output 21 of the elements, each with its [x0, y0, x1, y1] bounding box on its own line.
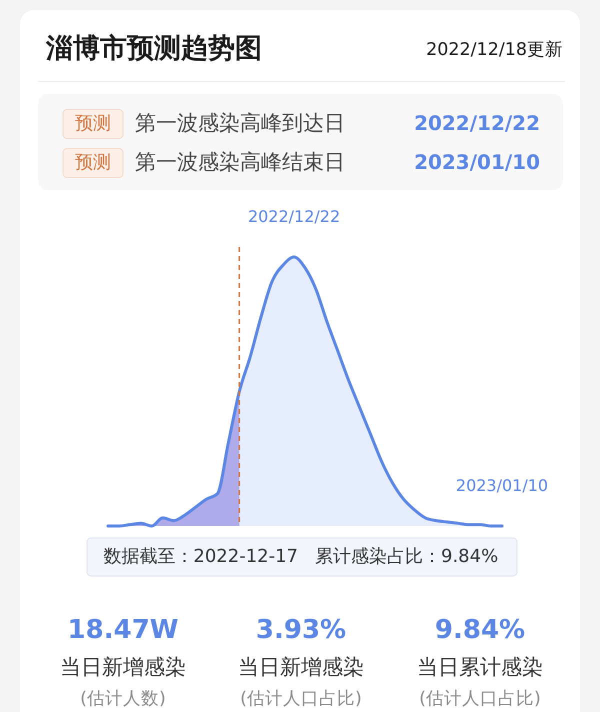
text: (估计人口占比) — [240, 689, 362, 709]
text: 当日新增感染 — [238, 655, 364, 679]
chart-subtitle: 2022/12/18更新 — [426, 39, 563, 60]
text: 9.84% — [434, 615, 526, 645]
text: 数据截至：2022-12-17 — [103, 546, 298, 567]
text: 当日新增感染 — [60, 655, 186, 679]
text: (估计人数) — [80, 689, 166, 709]
text: (估计人口占比) — [419, 689, 541, 709]
text: 3.93% — [256, 615, 346, 645]
text: 当日累计感染 — [417, 655, 543, 679]
text: 第一波感染高峰结束日 — [135, 150, 345, 174]
text: 第一波感染高峰到达日 — [135, 111, 345, 135]
text: 2022/12/22 — [414, 111, 540, 135]
text: 预测 — [75, 152, 111, 173]
chart-title: 淄博市预测趋势图 — [45, 33, 262, 64]
annotation: 2022/12/22 — [248, 207, 340, 226]
annotation: 2023/01/10 — [456, 476, 548, 495]
text: 2023/01/10 — [414, 150, 540, 174]
text: 预测 — [75, 113, 111, 134]
text: 18.47W — [68, 615, 178, 645]
text: 累计感染占比：9.84% — [315, 546, 498, 567]
